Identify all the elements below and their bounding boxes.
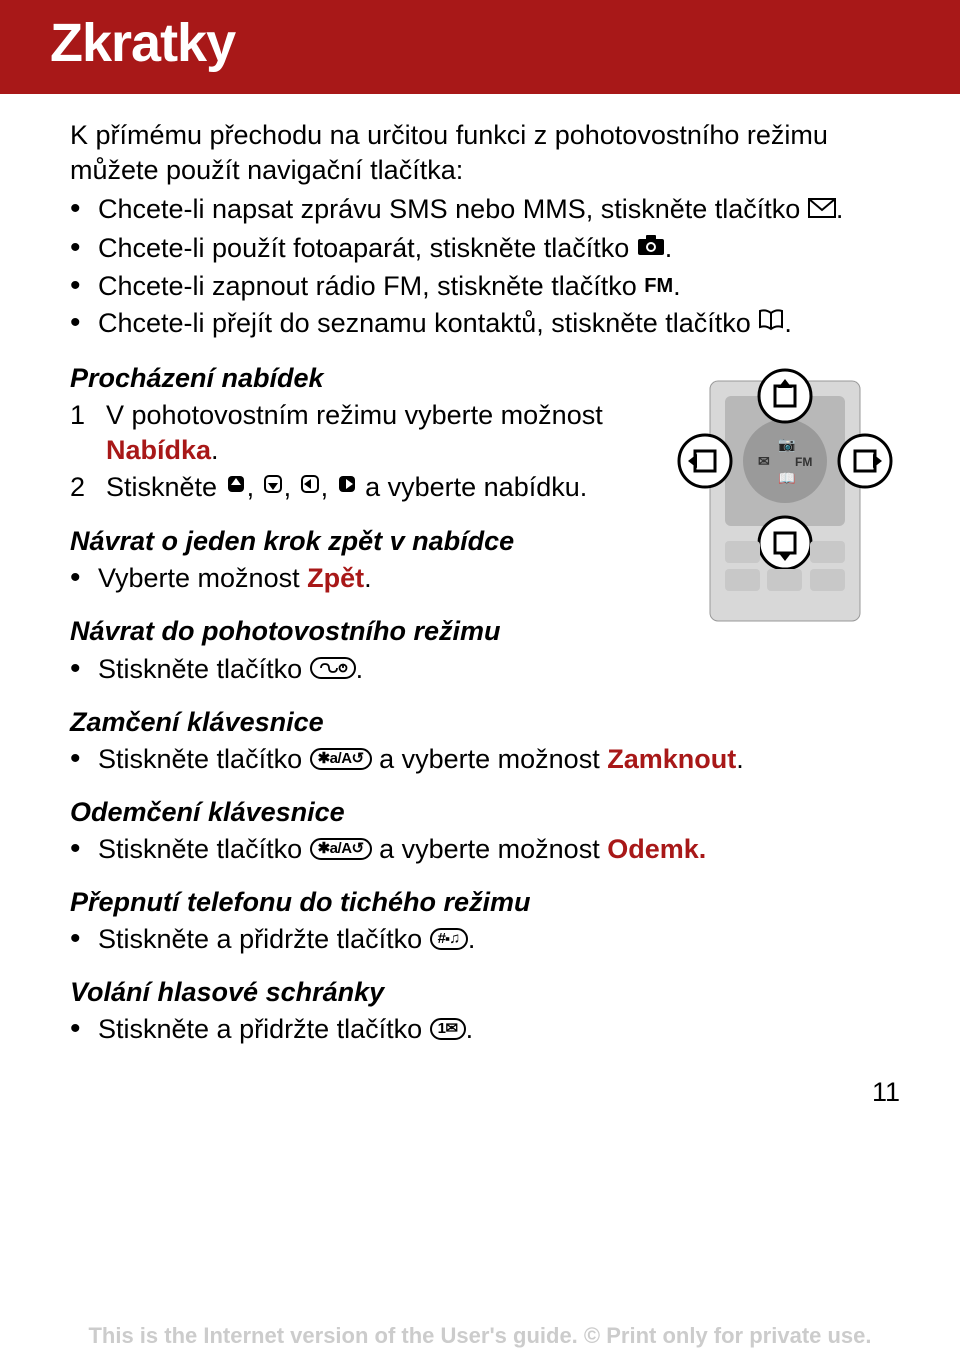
section-title-lock: Zamčení klávesnice — [70, 705, 910, 740]
text: Chcete-li zapnout rádio FM, stiskněte tl… — [98, 271, 644, 301]
emphasis: Nabídka — [106, 435, 211, 465]
text: . — [211, 435, 219, 465]
fm-icon: FM — [644, 273, 673, 299]
step-item: 2 Stiskněte , , , a vyberte nabídku. — [70, 470, 610, 506]
camera-icon — [637, 230, 665, 265]
page-header: Zkratky — [0, 0, 960, 94]
text: Stiskněte tlačítko — [98, 834, 310, 864]
text: a vyberte nabídku. — [358, 472, 588, 502]
step-number: 1 — [70, 398, 85, 433]
page-content: K přímému přechodu na určitou funkci z p… — [0, 94, 960, 1110]
section-title-voicemail: Volání hlasové schránky — [70, 975, 910, 1010]
list-item: Stiskněte a přidržte tlačítko 1✉. — [70, 1012, 910, 1047]
text: Stiskněte tlačítko — [98, 744, 310, 774]
list-item: Stiskněte a přidržte tlačítko #⬝♫. — [70, 922, 910, 957]
text: . — [673, 271, 681, 301]
list-item: Vyberte možnost Zpět. — [70, 561, 610, 596]
text: . — [736, 744, 744, 774]
text: Chcete-li napsat zprávu SMS nebo MMS, st… — [98, 194, 808, 224]
back-list: Vyberte možnost Zpět. — [70, 561, 610, 596]
text: . — [665, 233, 673, 263]
text: Vyberte možnost — [98, 563, 307, 593]
page-title: Zkratky — [50, 12, 910, 74]
emphasis: Odemk. — [607, 834, 706, 864]
silent-list: Stiskněte a přidržte tlačítko #⬝♫. — [70, 922, 910, 957]
text: Stiskněte — [106, 472, 225, 502]
nav-down-icon — [262, 469, 284, 504]
text: . — [836, 194, 844, 224]
text: . — [466, 1014, 474, 1044]
list-item: Chcete-li zapnout rádio FM, stiskněte tl… — [70, 269, 910, 304]
footer-text: This is the Internet version of the User… — [0, 1323, 960, 1349]
text: Chcete-li přejít do seznamu kontaktů, st… — [98, 308, 758, 338]
emphasis: Zamknout — [607, 744, 736, 774]
lock-list: Stiskněte tlačítko ✱a/A↺ a vyberte možno… — [70, 742, 910, 777]
text: . — [468, 924, 476, 954]
text: . — [364, 563, 372, 593]
nav-right-icon — [336, 469, 358, 504]
svg-text:✉: ✉ — [758, 453, 770, 469]
shortcut-list: Chcete-li napsat zprávu SMS nebo MMS, st… — [70, 192, 910, 342]
envelope-icon — [808, 192, 836, 227]
text: Stiskněte tlačítko — [98, 654, 310, 684]
list-item: Chcete-li použít fotoaparát, stiskněte t… — [70, 231, 910, 267]
svg-text:FM: FM — [795, 455, 812, 469]
intro-text: K přímému přechodu na určitou funkci z p… — [70, 118, 910, 188]
voicemail-list: Stiskněte a přidržte tlačítko 1✉. — [70, 1012, 910, 1047]
page-number: 11 — [70, 1075, 910, 1110]
text: a vyberte možnost — [372, 834, 608, 864]
svg-text:📖: 📖 — [778, 470, 795, 486]
text: . — [784, 308, 792, 338]
section-title-unlock: Odemčení klávesnice — [70, 795, 910, 830]
section-title-menu: Procházení nabídek — [70, 361, 610, 396]
text: Stiskněte a přidržte tlačítko — [98, 924, 430, 954]
menu-steps: 1 V pohotovostním režimu vyberte možnost… — [70, 398, 610, 507]
standby-list: Stiskněte tlačítko . — [70, 652, 910, 687]
text: V pohotovostním režimu vyberte možnost — [106, 400, 603, 430]
list-item: Stiskněte tlačítko ✱a/A↺ a vyberte možno… — [70, 742, 910, 777]
step-item: 1 V pohotovostním režimu vyberte možnost… — [70, 398, 610, 468]
list-item: Chcete-li přejít do seznamu kontaktů, st… — [70, 306, 910, 342]
phone-illustration: ✉ FM 📷 📖 — [650, 361, 920, 641]
star-button-icon: ✱a/A↺ — [310, 838, 372, 860]
nav-up-icon — [225, 469, 247, 504]
list-item: Stiskněte tlačítko ✱a/A↺ a vyberte možno… — [70, 832, 910, 867]
text: . — [356, 654, 364, 684]
svg-text:📷: 📷 — [778, 436, 795, 453]
text: a vyberte možnost — [372, 744, 608, 774]
emphasis: Zpět — [307, 563, 364, 593]
menu-section-wrap: ✉ FM 📷 📖 — [70, 361, 910, 597]
star-button-icon: ✱a/A↺ — [310, 748, 372, 770]
one-button-icon: 1✉ — [430, 1018, 466, 1040]
step-number: 2 — [70, 470, 85, 505]
unlock-list: Stiskněte tlačítko ✱a/A↺ a vyberte možno… — [70, 832, 910, 867]
power-button-icon — [310, 657, 356, 679]
hash-button-icon: #⬝♫ — [430, 928, 468, 950]
book-icon — [758, 305, 784, 340]
text: Stiskněte a přidržte tlačítko — [98, 1014, 430, 1044]
section-title-silent: Přepnutí telefonu do tichého režimu — [70, 885, 910, 920]
text: Chcete-li použít fotoaparát, stiskněte t… — [98, 233, 637, 263]
section-title-back: Návrat o jeden krok zpět v nabídce — [70, 524, 610, 559]
nav-left-icon — [299, 469, 321, 504]
list-item: Chcete-li napsat zprávu SMS nebo MMS, st… — [70, 192, 910, 228]
list-item: Stiskněte tlačítko . — [70, 652, 910, 687]
